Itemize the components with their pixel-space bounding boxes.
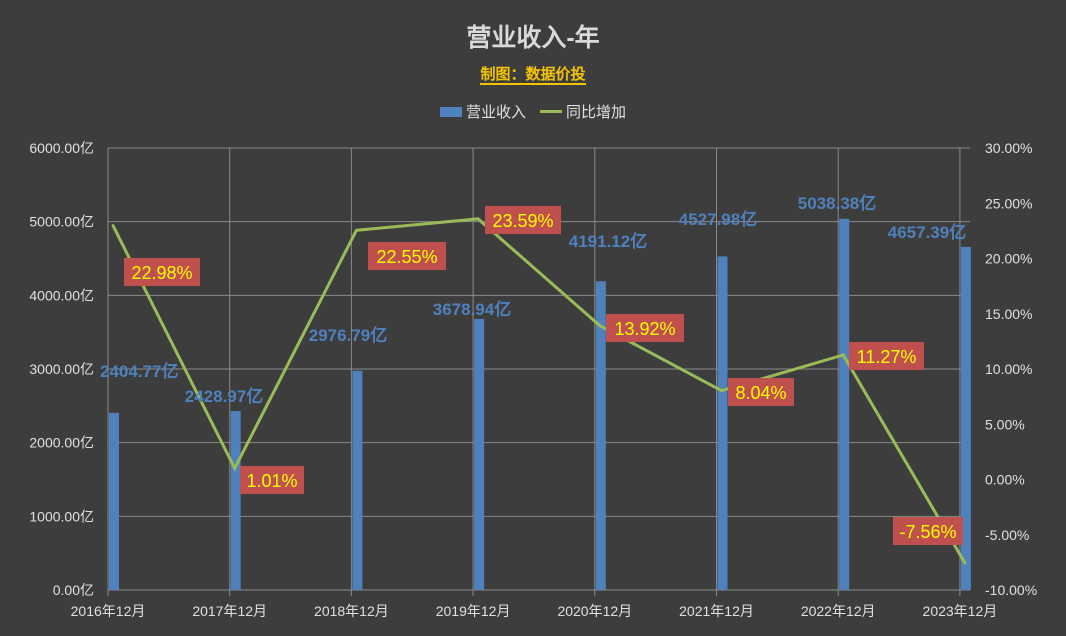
line-point <box>354 228 358 232</box>
pct-label-box <box>728 378 794 406</box>
y-right-tick-label: 25.00% <box>985 195 1032 211</box>
bar <box>839 218 850 590</box>
y-left-tick-label: 0.00亿 <box>53 582 94 598</box>
chart-title: 营业收入-年 <box>466 24 600 52</box>
line-point <box>233 466 237 470</box>
pct-label-box <box>124 258 200 286</box>
y-left-tick-label: 5000.00亿 <box>29 214 94 230</box>
pct-data-label: 22.55% <box>376 247 437 267</box>
y-right-tick-label: 10.00% <box>985 361 1032 377</box>
pct-label-box <box>606 314 684 342</box>
legend-item-yoy[interactable]: 同比增加 <box>540 101 626 122</box>
line-point <box>963 561 967 565</box>
bar <box>230 411 241 590</box>
y-right-tick-label: -5.00% <box>985 527 1029 543</box>
x-tick-label: 2017年12月 <box>192 603 267 619</box>
y-left-tick-label: 1000.00亿 <box>29 508 94 524</box>
pct-label-box <box>368 242 446 270</box>
y-right-tick-label: 5.00% <box>985 416 1025 432</box>
pct-data-label: 13.92% <box>614 319 675 339</box>
bar <box>960 246 971 590</box>
bar-data-label: 4191.12亿 <box>569 231 647 251</box>
bar-data-label: 4657.39亿 <box>888 222 966 242</box>
bar <box>352 370 363 590</box>
bar <box>717 256 728 590</box>
pct-data-label: 8.04% <box>735 383 786 403</box>
legend-item-revenue[interactable]: 营业收入 <box>439 101 526 122</box>
legend-bar-swatch <box>439 106 462 117</box>
y-right-tick-label: 15.00% <box>985 306 1032 322</box>
pct-data-label: 23.59% <box>492 211 553 231</box>
x-tick-label: 2018年12月 <box>314 603 389 619</box>
legend: 营业收入 同比增加 <box>0 101 1066 122</box>
chart-subtitle: 制图：数据价投 <box>480 66 586 85</box>
y-right-tick-label: 30.00% <box>985 140 1032 156</box>
yoy-line <box>111 217 967 564</box>
pct-label-box <box>240 466 304 494</box>
y-right-tick-label: -10.00% <box>985 582 1037 598</box>
x-tick-label: 2020年12月 <box>557 603 632 619</box>
bar-data-label: 2404.77亿 <box>100 361 178 381</box>
pct-label-box <box>893 517 963 545</box>
pct-label-box <box>485 206 561 234</box>
pct-data-label: 22.98% <box>131 263 192 283</box>
y-left-tick-label: 2000.00亿 <box>29 435 94 451</box>
pct-data-label: 11.27% <box>857 347 917 367</box>
line-point <box>111 224 115 228</box>
x-tick-label: 2019年12月 <box>436 603 511 619</box>
bar <box>109 412 119 590</box>
bar-data-label: 2976.79亿 <box>309 325 387 345</box>
line-point <box>841 353 845 357</box>
y-left-tick-label: 6000.00亿 <box>29 140 94 156</box>
legend-line-swatch <box>540 110 562 113</box>
bar <box>474 318 485 590</box>
y-right-tick-label: 0.00% <box>985 472 1025 488</box>
x-tick-label: 2021年12月 <box>679 603 754 619</box>
pct-data-label: 1.01% <box>246 471 297 491</box>
y-right-tick-label: 20.00% <box>985 251 1032 267</box>
bar-data-label: 4527.98亿 <box>679 209 757 229</box>
x-tick-label: 2023年12月 <box>923 603 998 619</box>
x-tick-label: 2016年12月 <box>71 603 146 619</box>
line-point <box>720 389 723 393</box>
y-left-tick-label: 3000.00亿 <box>29 361 94 377</box>
x-tick-label: 2022年12月 <box>801 603 876 619</box>
y-left-tick-label: 4000.00亿 <box>29 287 94 303</box>
bar-data-label: 2428.97亿 <box>185 386 263 406</box>
pct-label-box <box>849 342 924 370</box>
bar <box>595 281 606 590</box>
bar-data-label: 5038.38亿 <box>798 193 876 213</box>
pct-data-label: -7.56% <box>899 522 956 542</box>
line-point <box>598 324 602 328</box>
line-point <box>476 217 480 221</box>
bar-data-label: 3678.94亿 <box>433 299 511 319</box>
